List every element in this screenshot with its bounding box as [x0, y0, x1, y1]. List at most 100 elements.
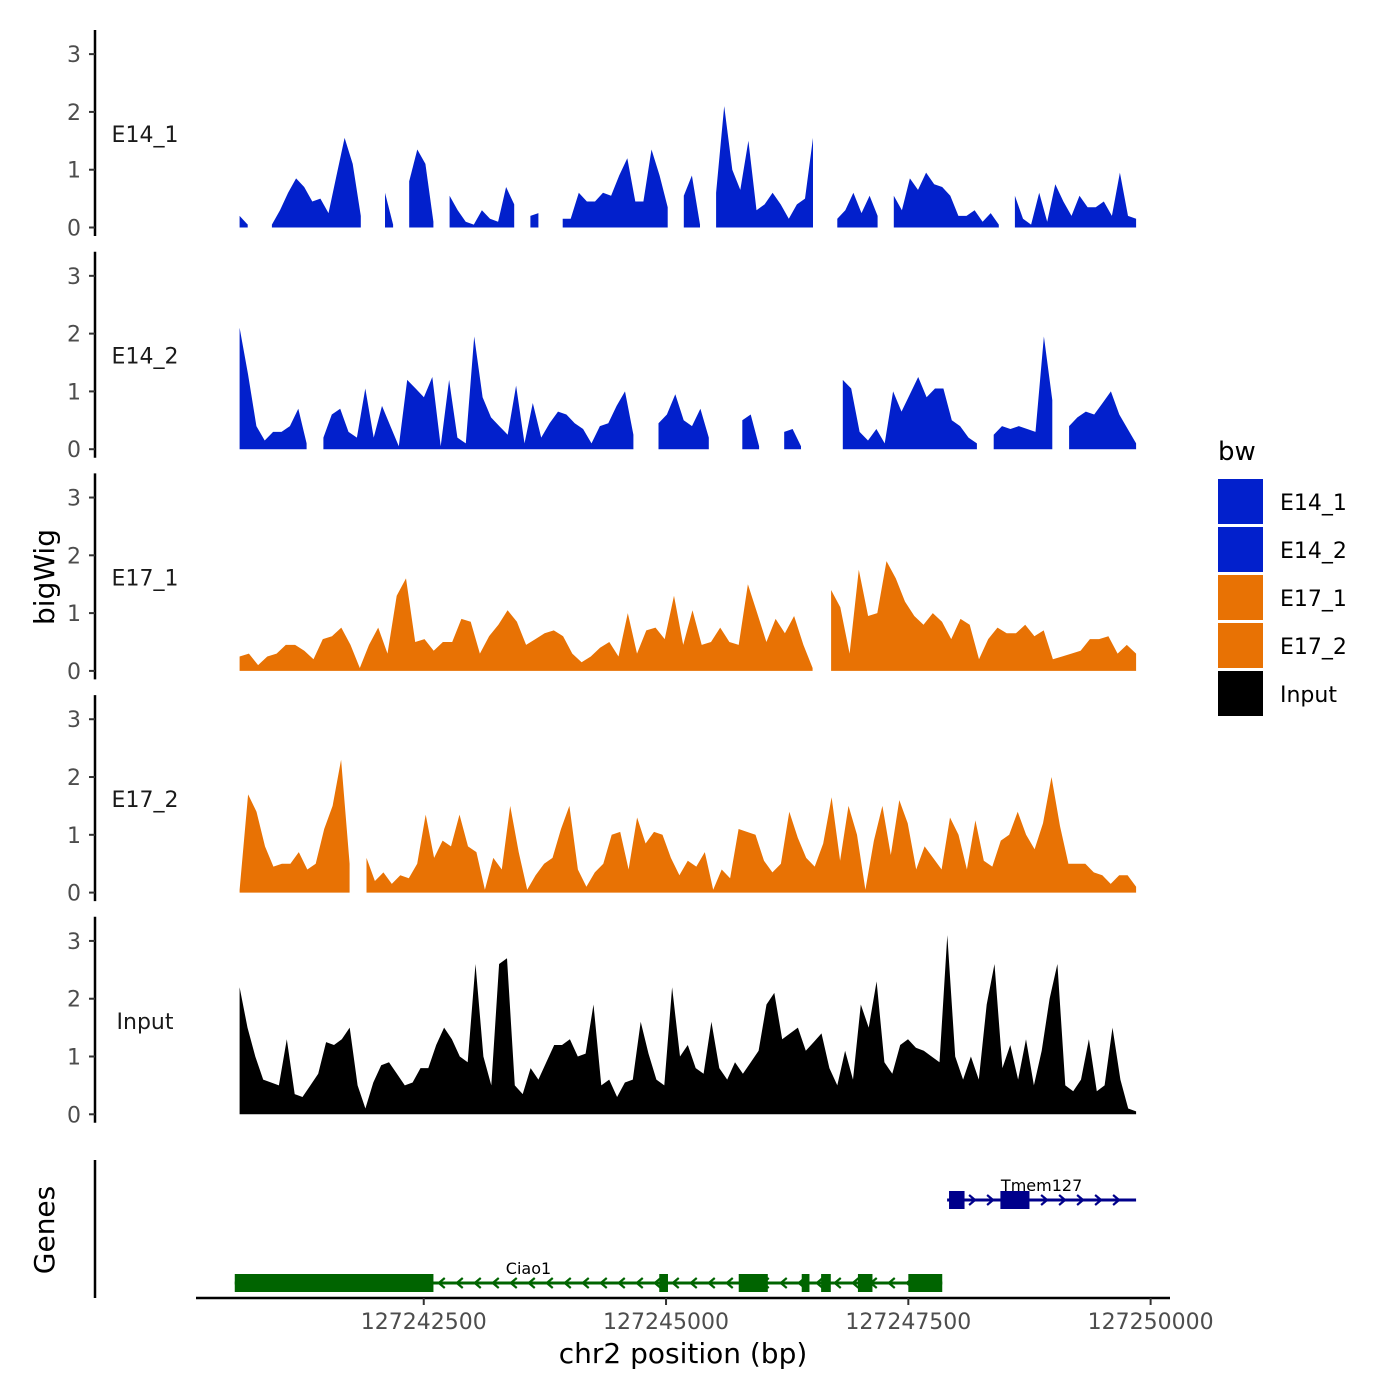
gene-Ciao1: Ciao1: [234, 1259, 943, 1292]
strand-arrow: [653, 1277, 662, 1289]
strand-arrow: [527, 1277, 536, 1289]
y-tick-label: 2: [67, 766, 81, 791]
strand-arrow: [617, 1277, 626, 1289]
strand-arrow: [455, 1277, 464, 1289]
track-label: Input: [117, 1010, 174, 1035]
y-tick-label: 1: [67, 1046, 81, 1071]
legend-label: E14_2: [1280, 539, 1347, 564]
gene-label: Ciao1: [506, 1259, 551, 1278]
exon-block: [738, 1274, 768, 1292]
legend-swatch: [1218, 575, 1263, 620]
y-tick-label: 1: [67, 380, 81, 405]
gene-label: Tmem127: [1000, 1176, 1082, 1195]
x-axis: 127242500 127245000 127247500 127250000: [196, 1296, 1214, 1335]
legend-item-E14_2: E14_2: [1218, 527, 1347, 572]
strand-arrow: [1094, 1194, 1103, 1206]
strand-arrow: [1076, 1194, 1085, 1206]
y-tick-label: 3: [67, 487, 81, 512]
signal-area-Input: [239, 935, 1137, 1115]
gene-Tmem127: Tmem127: [947, 1176, 1137, 1209]
y-tick-label: 3: [67, 708, 81, 733]
strand-arrow: [815, 1277, 824, 1289]
y-tick-label: 1: [67, 824, 81, 849]
signal-area-E14_1: [683, 175, 700, 228]
legend-title: bw: [1218, 437, 1256, 467]
strand-arrow: [986, 1194, 995, 1206]
legend-item-E17_1: E17_1: [1218, 575, 1347, 620]
strand-arrow: [725, 1277, 734, 1289]
strand-arrow: [1058, 1194, 1067, 1206]
x-tick-label: 127250000: [1088, 1310, 1214, 1335]
x-axis-label: chr2 position (bp): [559, 1337, 808, 1370]
track-label: E17_1: [112, 566, 179, 591]
x-tick-label: 127242500: [361, 1310, 487, 1335]
signal-area-E14_1: [449, 187, 515, 228]
track-E14_2: 0 1 2 3 E14_2: [67, 251, 1137, 463]
legend: bw E14_1 E14_2 E17_1 E17_2 Input: [1218, 437, 1347, 716]
legend-label: E17_2: [1280, 635, 1347, 660]
strand-arrow: [491, 1277, 500, 1289]
signal-area-E14_2: [842, 377, 977, 450]
track-E17_1: 0 1 2 3 E17_1: [67, 473, 1137, 685]
strand-arrow: [887, 1277, 896, 1289]
exon-block: [659, 1274, 668, 1292]
signal-area-E14_2: [993, 336, 1053, 450]
y-tick-label: 0: [67, 438, 81, 463]
signal-area-E17_2: [239, 759, 350, 893]
y-axis-label: bigWig: [28, 529, 61, 625]
strand-arrow: [509, 1277, 518, 1289]
y-tick-label: 1: [67, 602, 81, 627]
signal-area-E14_1: [239, 215, 248, 228]
legend-swatch: [1218, 623, 1263, 668]
strand-arrow: [473, 1277, 482, 1289]
signal-area-E14_1: [893, 172, 999, 228]
legend-item-Input: Input: [1218, 671, 1337, 716]
signal-area-E14_1: [562, 149, 668, 228]
y-tick-label: 3: [67, 930, 81, 955]
strand-arrow: [671, 1277, 680, 1289]
y-tick-label: 2: [67, 988, 81, 1013]
signal-area-E14_1: [837, 192, 878, 228]
track-E14_1: 0 1 2 3 E14_1: [67, 30, 1137, 242]
signal-area-E14_2: [323, 336, 634, 450]
strand-arrow: [599, 1277, 608, 1289]
y-tick-label: 2: [67, 101, 81, 126]
legend-label: E14_1: [1280, 491, 1347, 516]
track-label: E14_1: [112, 123, 179, 148]
legend-item-E14_1: E14_1: [1218, 479, 1347, 524]
strand-arrow: [707, 1277, 716, 1289]
y-tick-label: 2: [67, 544, 81, 569]
x-tick-label: 127247500: [845, 1310, 971, 1335]
signal-area-E17_2: [366, 777, 1137, 893]
strand-arrow: [851, 1277, 860, 1289]
strand-arrow: [1112, 1194, 1121, 1206]
signal-area-E14_1: [716, 106, 813, 228]
signal-area-E14_2: [658, 394, 709, 450]
strand-arrow: [635, 1277, 644, 1289]
signal-area-E14_2: [239, 327, 307, 450]
x-tick-label: 127245000: [603, 1310, 729, 1335]
exon-block: [801, 1274, 810, 1292]
y-tick-label: 3: [67, 265, 81, 290]
legend-item-E17_2: E17_2: [1218, 623, 1347, 668]
legend-label: Input: [1280, 683, 1337, 708]
legend-label: E17_1: [1280, 587, 1347, 612]
y-tick-label: 3: [67, 43, 81, 68]
exon-block: [1000, 1191, 1030, 1209]
signal-area-E17_1: [239, 578, 813, 671]
strand-arrow: [1040, 1194, 1049, 1206]
signal-area-E14_2: [784, 429, 801, 450]
genes-axis-label: Genes: [28, 1186, 61, 1274]
track-label: E17_2: [112, 788, 179, 813]
signal-area-E14_1: [271, 137, 361, 228]
legend-swatch: [1218, 479, 1263, 524]
track-Input: 0 1 2 3 Input: [67, 916, 1137, 1128]
y-tick-label: 2: [67, 323, 81, 348]
y-tick-label: 0: [67, 882, 81, 907]
signal-area-E14_1: [530, 213, 539, 228]
legend-swatch: [1218, 527, 1263, 572]
signal-area-E14_1: [1014, 172, 1137, 228]
exon-block: [234, 1274, 434, 1292]
signal-area-E14_1: [385, 192, 394, 228]
